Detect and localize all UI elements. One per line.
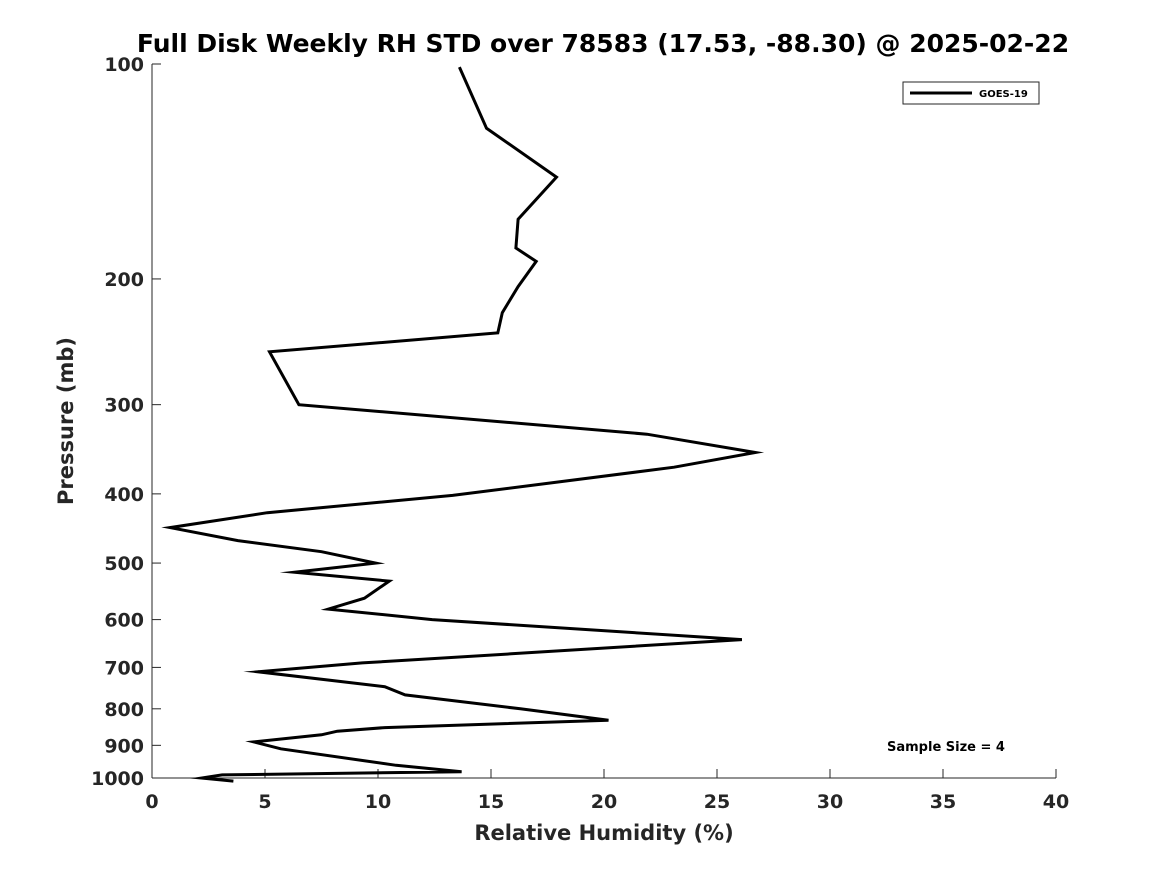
series-line-goes-19 bbox=[161, 66, 765, 783]
chart-title: Full Disk Weekly RH STD over 78583 (17.5… bbox=[137, 29, 1069, 58]
x-axis: 0 5 10 15 20 25 30 35 40 bbox=[145, 769, 1069, 813]
series-layer bbox=[161, 66, 765, 783]
y-tick-label: 200 bbox=[104, 269, 144, 291]
x-axis-label: Relative Humidity (%) bbox=[474, 821, 733, 845]
y-axis-label: Pressure (mb) bbox=[54, 337, 78, 505]
x-tick-label: 15 bbox=[478, 791, 504, 813]
x-tick-label: 30 bbox=[817, 791, 843, 813]
y-tick-label: 1000 bbox=[91, 768, 144, 790]
legend: GOES-19 bbox=[902, 81, 1040, 105]
x-tick-label: 40 bbox=[1043, 791, 1069, 813]
y-tick-label: 300 bbox=[104, 395, 144, 417]
x-tick-label: 35 bbox=[930, 791, 956, 813]
y-tick-label: 400 bbox=[104, 484, 144, 506]
y-tick-label: 800 bbox=[104, 699, 144, 721]
legend-entry-goes-19: GOES-19 bbox=[979, 89, 1028, 100]
x-tick-label: 10 bbox=[365, 791, 391, 813]
y-tick-label: 100 bbox=[104, 54, 144, 76]
y-axis: 100 200 300 400 500 600 700 800 900 1000 bbox=[91, 54, 161, 790]
plot-axes bbox=[151, 64, 1056, 779]
x-tick-label: 20 bbox=[591, 791, 617, 813]
x-tick-label: 25 bbox=[704, 791, 730, 813]
y-tick-label: 900 bbox=[104, 735, 144, 757]
sample-size-annotation: Sample Size = 4 bbox=[887, 740, 1005, 755]
y-tick-label: 500 bbox=[104, 553, 144, 575]
y-tick-label: 600 bbox=[104, 610, 144, 632]
x-tick-label: 0 bbox=[145, 791, 158, 813]
y-tick-label: 700 bbox=[104, 657, 144, 679]
x-tick-label: 5 bbox=[258, 791, 271, 813]
